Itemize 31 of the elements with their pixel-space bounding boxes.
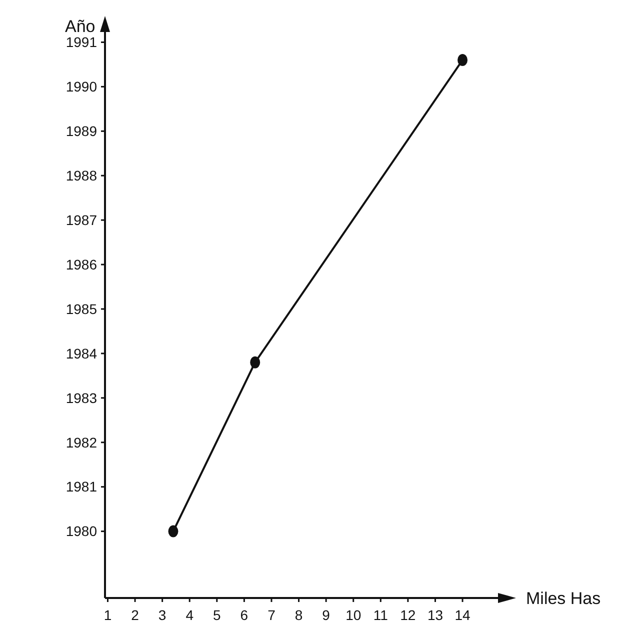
x-tick-label: 13 [427, 607, 444, 623]
x-tick-label: 2 [131, 607, 140, 623]
x-tick-label: 9 [322, 607, 330, 623]
x-tick-label: 7 [268, 607, 276, 623]
y-tick-label: 1986 [66, 256, 98, 272]
y-tick-label: 1984 [66, 345, 98, 362]
x-tick-label: 8 [294, 607, 303, 623]
y-tick-label: 1983 [66, 390, 98, 406]
point [250, 356, 260, 368]
y-tick-label: 1987 [66, 212, 98, 228]
x-axis-title: Miles Has [526, 589, 601, 608]
x-tick-label: 12 [400, 607, 416, 623]
x-tick-label: 3 [158, 607, 166, 623]
y-axis-title: Año [65, 17, 96, 36]
y-tick-label: 1989 [66, 123, 98, 140]
y-tick-label: 1982 [66, 434, 98, 450]
y-tick-label: 1981 [66, 478, 98, 495]
x-tick-label: 5 [212, 607, 221, 623]
point [458, 54, 468, 66]
y-tick-label: 1988 [66, 168, 98, 184]
x-tick-label: 14 [454, 607, 471, 623]
x-tick-label: 1 [104, 607, 112, 623]
y-tick-label: 1991 [66, 34, 98, 50]
y-tick-label: 1990 [66, 78, 98, 95]
x-tick-label: 4 [186, 607, 194, 623]
y-tick-label: 1980 [66, 523, 98, 540]
x-tick-label: 6 [240, 607, 248, 623]
x-tick-label: 11 [373, 607, 388, 623]
x-tick-label: 10 [346, 607, 362, 623]
y-tick-label: 1985 [66, 300, 98, 317]
point [168, 525, 178, 538]
